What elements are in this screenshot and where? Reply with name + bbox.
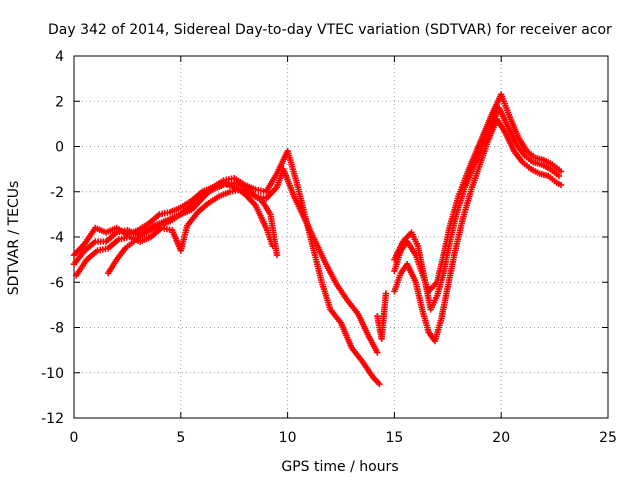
x-tick-label: 0 xyxy=(70,430,79,446)
x-tick-labels: 0 5 10 15 20 25 xyxy=(70,430,617,446)
y-tick-label: -10 xyxy=(41,366,64,382)
point-marker xyxy=(273,251,281,259)
x-tick-label: 15 xyxy=(385,430,403,446)
x-tick-label: 5 xyxy=(176,430,185,446)
point-marker xyxy=(557,168,565,175)
series-trace-a xyxy=(70,147,383,388)
y-tick-label: -8 xyxy=(50,321,64,337)
axis-ticks xyxy=(73,55,609,419)
point-marker xyxy=(555,172,563,180)
x-axis-label: GPS time / hours xyxy=(281,459,398,475)
series-trace-h xyxy=(391,104,563,313)
series-trace-f xyxy=(391,91,565,295)
x-tick-label: 20 xyxy=(492,430,510,446)
y-tick-label: 4 xyxy=(55,49,64,65)
y-tick-label: -6 xyxy=(50,275,64,291)
y-tick-label: 2 xyxy=(55,94,64,110)
point-marker xyxy=(269,242,276,250)
series-trace-g xyxy=(391,116,565,345)
point-marker xyxy=(557,181,565,189)
y-tick-label: -4 xyxy=(50,230,64,246)
y-tick-labels: -12 -10 -8 -6 -4 -2 0 2 4 xyxy=(41,49,64,427)
series-trace-d xyxy=(104,179,276,277)
series-layer xyxy=(70,91,565,388)
series-trace-e xyxy=(374,290,390,343)
point-marker xyxy=(374,349,381,356)
y-tick-label: -2 xyxy=(50,185,64,201)
x-tick-label: 10 xyxy=(279,430,297,446)
y-tick-label: 0 xyxy=(55,140,64,156)
point-marker xyxy=(376,380,383,388)
chart-title: Day 342 of 2014, Sidereal Day-to-day VTE… xyxy=(48,22,612,38)
point-marker xyxy=(382,290,390,297)
x-tick-label: 25 xyxy=(599,430,617,446)
y-tick-label: -12 xyxy=(41,411,64,427)
y-axis-label: SDTVAR / TECUs xyxy=(6,181,22,296)
